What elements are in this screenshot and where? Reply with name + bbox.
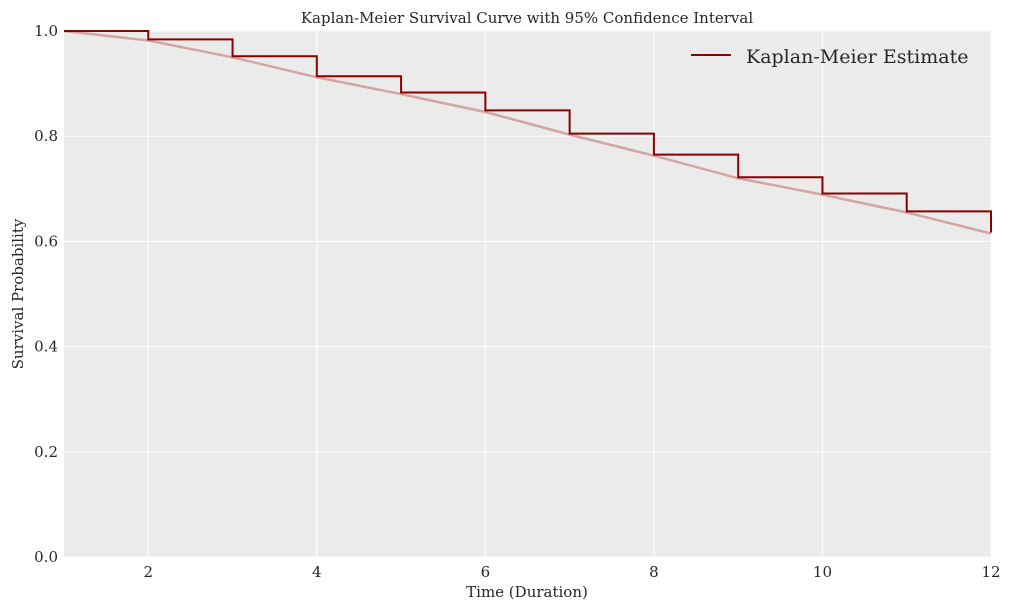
plot-background <box>64 31 991 557</box>
y-axis-label: Survival Probability <box>9 218 27 369</box>
x-tick-label: 2 <box>143 563 153 581</box>
x-axis-label: Time (Duration) <box>466 583 588 601</box>
x-tick-label: 6 <box>481 563 491 581</box>
y-tick-label: 0.6 <box>34 232 58 250</box>
tick-labels: 2 4 6 8 10 12 0.0 0.2 0.4 0.6 0.8 1.0 <box>34 22 1000 581</box>
grid <box>64 30 992 558</box>
legend-label-kaplan-meier: Kaplan-Meier Estimate <box>746 46 968 68</box>
confidence-interval-line <box>63 29 992 235</box>
y-tick-label: 0.2 <box>34 443 58 461</box>
legend: Kaplan-Meier Estimate <box>691 46 968 68</box>
x-tick-label: 8 <box>649 563 659 581</box>
kaplan-meier-estimate-line <box>64 30 992 233</box>
y-tick-label: 1.0 <box>34 22 58 40</box>
y-tick-label: 0.0 <box>34 548 58 566</box>
y-tick-label: 0.4 <box>34 338 58 356</box>
y-tick-label: 0.8 <box>34 127 58 145</box>
x-tick-label: 12 <box>981 563 1000 581</box>
x-tick-label: 4 <box>312 563 322 581</box>
series-layer <box>64 30 992 233</box>
chart-title: Kaplan-Meier Survival Curve with 95% Con… <box>301 9 753 27</box>
x-tick-label: 10 <box>813 563 832 581</box>
confidence-band <box>63 29 992 235</box>
